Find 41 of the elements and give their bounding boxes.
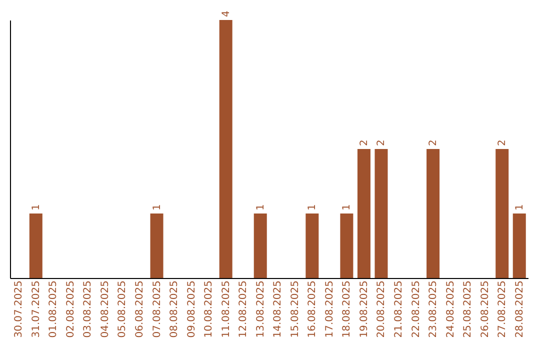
x-tick-label: 14.08.2025 bbox=[272, 280, 284, 338]
x-tick-label: 16.08.2025 bbox=[307, 280, 318, 338]
x-tick-label: 15.08.2025 bbox=[290, 280, 301, 338]
data-label: 1 bbox=[342, 204, 353, 210]
x-tick-label: 30.07.2025 bbox=[14, 280, 25, 338]
x-tick-label: 25.08.2025 bbox=[462, 280, 474, 338]
x-tick-label: 01.08.2025 bbox=[48, 280, 60, 338]
data-label: 1 bbox=[514, 204, 526, 210]
x-tick-label: 22.08.2025 bbox=[410, 280, 422, 338]
x-tick-label: 03.08.2025 bbox=[82, 280, 94, 338]
x-tick-label: 02.08.2025 bbox=[65, 280, 76, 338]
data-label: 1 bbox=[255, 204, 266, 210]
x-tick-label: 23.08.2025 bbox=[428, 280, 440, 338]
x-tick-label: 05.08.2025 bbox=[117, 280, 128, 338]
x-tick-label: 28.08.2025 bbox=[514, 280, 526, 338]
data-label: 1 bbox=[307, 204, 318, 210]
x-tick-label: 18.08.2025 bbox=[342, 280, 353, 338]
x-tick-label: 26.08.2025 bbox=[480, 280, 491, 338]
x-tick-label: 07.08.2025 bbox=[152, 280, 163, 338]
data-label: 2 bbox=[358, 140, 370, 146]
x-tick-label: 21.08.2025 bbox=[394, 280, 404, 338]
x-tick-label: 12.08.2025 bbox=[238, 280, 250, 338]
x-tick-label: 31.07.2025 bbox=[30, 280, 42, 338]
data-label: 2 bbox=[376, 140, 388, 146]
x-tick-label: 20.08.2025 bbox=[376, 280, 388, 338]
data-label: 2 bbox=[497, 140, 508, 146]
x-tick-label: 27.08.2025 bbox=[497, 280, 508, 338]
data-label: 2 bbox=[428, 140, 440, 146]
x-tick-label: 19.08.2025 bbox=[358, 280, 370, 338]
data-label: 4 bbox=[220, 10, 232, 17]
x-tick-label: 10.08.2025 bbox=[204, 280, 215, 338]
x-tick-label: 06.08.2025 bbox=[134, 280, 146, 338]
x-tick-label: 08.08.2025 bbox=[169, 280, 180, 338]
data-label: 1 bbox=[152, 204, 163, 210]
x-tick-label: 24.08.2025 bbox=[445, 280, 456, 338]
x-tick-label: 09.08.2025 bbox=[186, 280, 198, 338]
x-tick-label: 04.08.2025 bbox=[100, 280, 111, 338]
x-tick-label: 17.08.2025 bbox=[324, 280, 336, 338]
data-label: 1 bbox=[30, 204, 42, 210]
x-tick-label: 11.08.2025 bbox=[220, 280, 232, 338]
x-tick-label: 13.08.2025 bbox=[255, 280, 266, 338]
